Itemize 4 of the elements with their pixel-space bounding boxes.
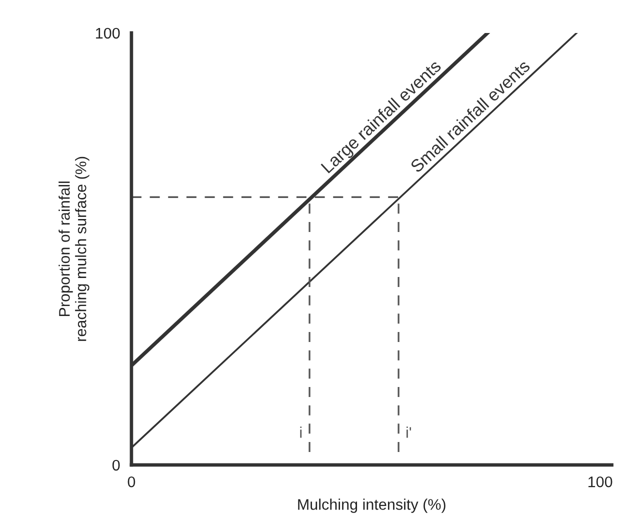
y-axis-title: Proportion of rainfall reaching mulch surface (%) [58, 156, 90, 341]
series-label: i [300, 426, 302, 438]
x-axis-title: Mulching intensity (%) [298, 498, 446, 513]
series-label: i' [406, 426, 412, 438]
